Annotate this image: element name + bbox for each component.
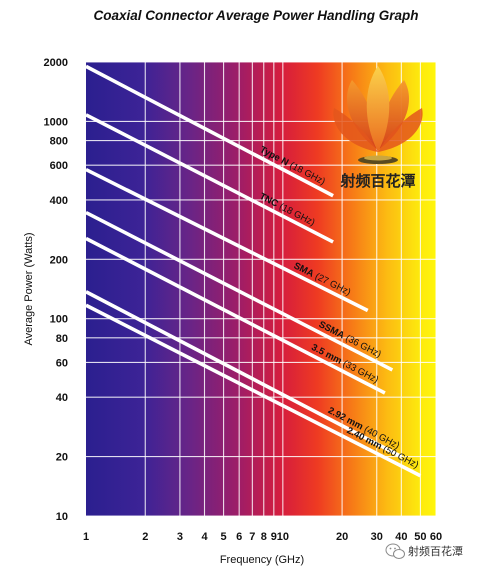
x-tick-label: 4 bbox=[201, 531, 208, 543]
logo: 射频百花潭 bbox=[333, 66, 423, 190]
x-tick-label: 6 bbox=[236, 531, 242, 543]
chart-title: Coaxial Connector Average Power Handling… bbox=[93, 8, 418, 23]
x-tick-label: 20 bbox=[336, 531, 348, 543]
x-tick-label: 1 bbox=[83, 531, 89, 543]
y-tick-label: 800 bbox=[50, 136, 68, 148]
y-tick-label: 400 bbox=[50, 195, 68, 207]
series-line-3-5-mm bbox=[85, 236, 386, 395]
x-tick-label: 40 bbox=[395, 531, 407, 543]
lotus-flower-icon bbox=[333, 66, 423, 164]
series-lines bbox=[85, 64, 422, 478]
watermark-text: 射频百花潭 bbox=[408, 544, 463, 558]
series-line-2-92-mm bbox=[85, 290, 403, 459]
series-line-sma bbox=[85, 167, 369, 313]
y-tick-label: 2000 bbox=[44, 57, 68, 69]
grid-lines bbox=[86, 61, 437, 517]
series-open-paren: ( bbox=[275, 200, 286, 213]
x-tick-label: 7 bbox=[249, 531, 255, 543]
series-line-type-n bbox=[85, 64, 334, 198]
x-tick-label: 3 bbox=[177, 531, 183, 543]
series-close-paren: ) bbox=[345, 287, 353, 298]
series-open-paren: ( bbox=[341, 332, 352, 345]
y-tick-label: 40 bbox=[56, 392, 68, 404]
y-tick-label: 200 bbox=[50, 254, 68, 266]
series-line-ssma bbox=[85, 210, 394, 372]
logo-text: 射频百花潭 bbox=[339, 172, 415, 190]
x-tick-label: 60 bbox=[430, 531, 442, 543]
y-tick-labels: 10 20 40 60 80 100 200 400 600 800 1000 2000 bbox=[44, 57, 68, 523]
series-close-paren: ) bbox=[309, 217, 317, 228]
y-axis-label: Average Power (Watts) bbox=[23, 232, 35, 345]
y-tick-label: 60 bbox=[56, 357, 68, 369]
series-close-paren: ) bbox=[393, 440, 401, 451]
series-close-paren: ) bbox=[375, 349, 383, 360]
series-open-paren: ( bbox=[360, 423, 371, 436]
y-tick-label: 10 bbox=[56, 511, 68, 523]
series-open-paren: ( bbox=[285, 159, 296, 172]
x-tick-labels: 1 2 3 4 5 6 7 8 9 10 20 30 40 50 60 bbox=[83, 531, 442, 543]
y-tick-label: 80 bbox=[56, 333, 68, 345]
y-tick-label: 100 bbox=[50, 314, 68, 326]
series-open-paren: ( bbox=[339, 357, 350, 370]
series-line-tnc bbox=[85, 113, 334, 244]
x-axis-label: Frequency (GHz) bbox=[220, 554, 304, 566]
series-close-paren: ) bbox=[413, 460, 421, 471]
x-tick-label: 8 bbox=[261, 531, 267, 543]
series-open-paren: ( bbox=[311, 270, 322, 283]
wechat-icon bbox=[385, 543, 405, 559]
watermark: 射频百花潭 bbox=[385, 543, 463, 559]
x-tick-label: 5 bbox=[221, 531, 227, 543]
x-tick-label: 9 bbox=[271, 531, 277, 543]
y-tick-label: 20 bbox=[56, 452, 68, 464]
x-tick-label: 10 bbox=[277, 531, 289, 543]
x-tick-label: 50 bbox=[414, 531, 426, 543]
y-tick-label: 1000 bbox=[44, 116, 68, 128]
series-open-paren: ( bbox=[379, 442, 390, 455]
series-close-paren: ) bbox=[372, 375, 380, 386]
series-close-paren: ) bbox=[319, 176, 327, 187]
x-tick-label: 2 bbox=[142, 531, 148, 543]
y-tick-label: 600 bbox=[50, 160, 68, 172]
series-line-2-40-mm bbox=[85, 303, 422, 478]
x-tick-label: 30 bbox=[371, 531, 383, 543]
